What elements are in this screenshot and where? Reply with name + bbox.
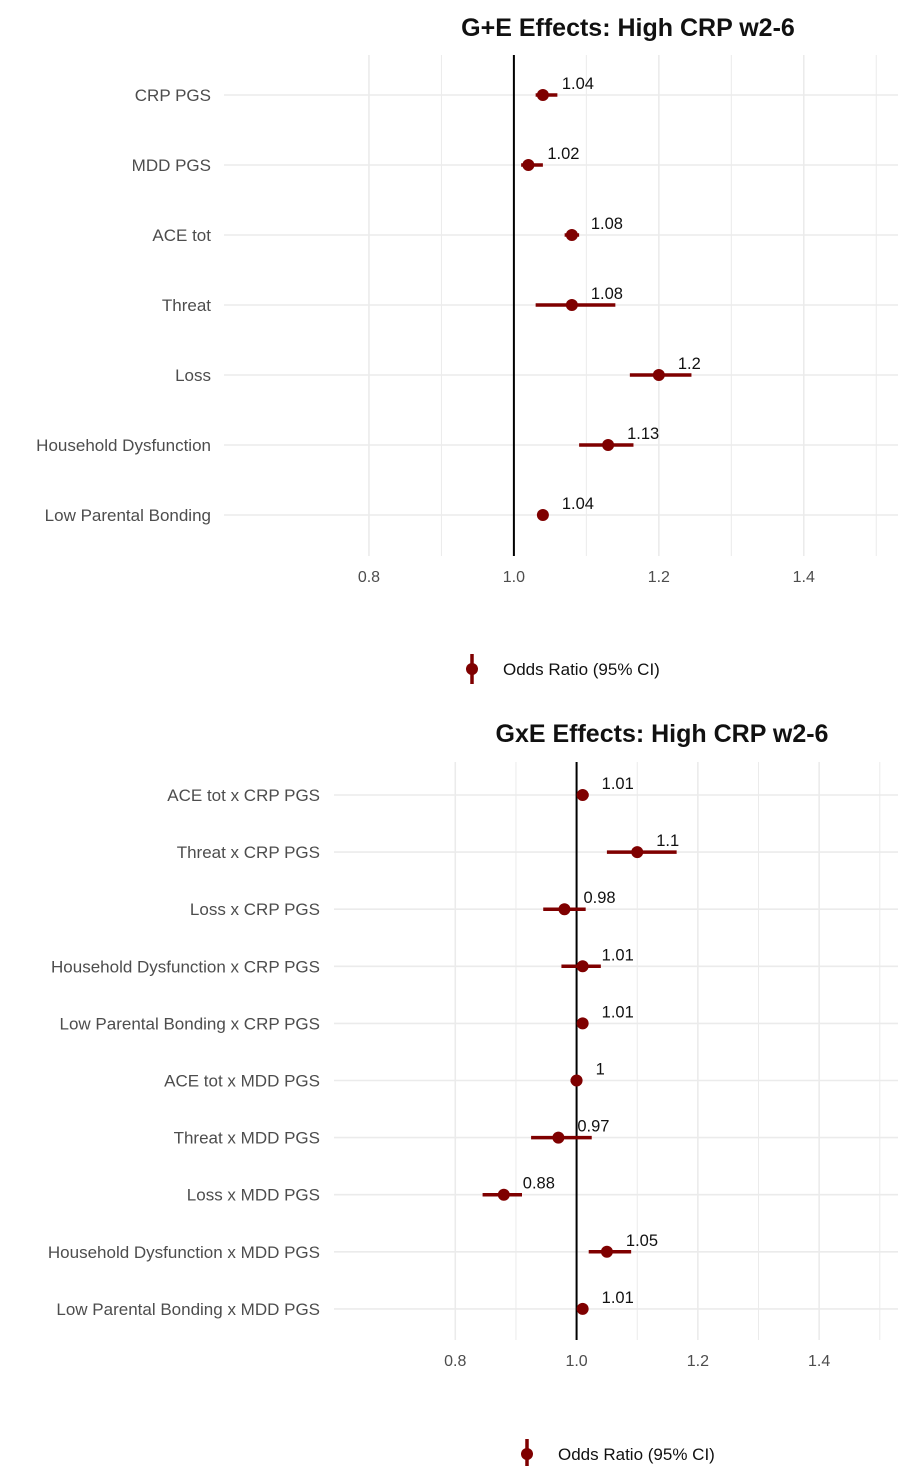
or-value-label: 1.04 <box>562 495 594 513</box>
row-label: Loss <box>175 366 211 385</box>
or-value-label: 1.04 <box>562 75 594 93</box>
row-label: Household Dysfunction x CRP PGS <box>51 957 320 976</box>
row-label: Low Parental Bonding <box>45 506 211 525</box>
row-label: Household Dysfunction <box>36 436 211 455</box>
x-tick-label: 1.4 <box>793 569 815 586</box>
or-point <box>552 1131 565 1144</box>
or-point <box>576 1302 589 1315</box>
or-value-label: 1 <box>596 1061 605 1079</box>
or-point <box>652 369 665 381</box>
or-value-label: 1.08 <box>591 285 623 303</box>
x-tick-label: 0.8 <box>444 1353 466 1370</box>
legend-label: Odds Ratio (95% CI) <box>503 660 660 679</box>
or-point <box>558 903 571 916</box>
row-label: ACE tot x MDD PGS <box>164 1072 320 1091</box>
chart-title: G+E Effects: High CRP w2-6 <box>461 14 795 42</box>
row-label: Loss x CRP PGS <box>190 900 320 919</box>
x-tick-label: 1.2 <box>687 1353 709 1370</box>
row-label: ACE tot <box>152 226 211 245</box>
or-point <box>497 1188 510 1201</box>
x-tick-label: 0.8 <box>358 569 380 586</box>
legend: Odds Ratio (95% CI) <box>521 1439 715 1466</box>
x-tick-label: 1.0 <box>565 1353 587 1370</box>
row-label: Threat <box>162 296 211 315</box>
or-point <box>536 509 549 521</box>
legend-label: Odds Ratio (95% CI) <box>558 1445 715 1464</box>
row-label: ACE tot x CRP PGS <box>167 786 320 805</box>
row-label: Low Parental Bonding x MDD PGS <box>56 1300 320 1319</box>
row-label: Threat x MDD PGS <box>174 1129 320 1148</box>
or-point <box>602 439 615 451</box>
or-point <box>570 1074 583 1087</box>
or-value-label: 1.1 <box>656 832 679 850</box>
row-label: MDD PGS <box>132 156 211 175</box>
chart-title: GxE Effects: High CRP w2-6 <box>496 720 829 748</box>
or-point <box>522 159 535 171</box>
or-point <box>536 89 549 101</box>
row-label: Threat x CRP PGS <box>177 843 320 862</box>
or-value-label: 0.88 <box>523 1175 555 1193</box>
forest-panel-1: 0.8 1.0 1.2 1.4 CRP PGS 1.04 MDD PGS 1.02 ACE to… <box>36 14 898 684</box>
or-point <box>576 1017 589 1030</box>
or-point <box>565 299 578 311</box>
forest-panel-2: 0.8 1.0 1.2 1.4 ACE tot x CRP PGS 1.01 Threat … <box>48 720 898 1466</box>
or-value-label: 1.2 <box>678 355 701 373</box>
or-point <box>631 846 644 859</box>
or-value-label: 1.01 <box>602 1003 634 1021</box>
row-label: CRP PGS <box>135 86 211 105</box>
legend-key-point <box>466 663 478 675</box>
or-value-label: 1.01 <box>602 946 634 964</box>
legend: Odds Ratio (95% CI) <box>466 654 660 684</box>
row-label: Low Parental Bonding x CRP PGS <box>60 1014 321 1033</box>
legend-key-point <box>521 1448 533 1460</box>
or-value-label: 1.02 <box>547 145 579 163</box>
or-value-label: 1.13 <box>627 425 659 443</box>
x-tick-label: 1.0 <box>503 569 525 586</box>
row-label: Loss x MDD PGS <box>187 1186 320 1205</box>
or-value-label: 0.98 <box>583 889 615 907</box>
or-point <box>576 789 589 801</box>
or-value-label: 1.08 <box>591 215 623 233</box>
or-point <box>576 960 589 973</box>
row-label: Household Dysfunction x MDD PGS <box>48 1243 320 1262</box>
or-point <box>600 1245 613 1258</box>
or-value-label: 1.01 <box>602 1289 634 1307</box>
x-tick-label: 1.2 <box>648 569 670 586</box>
or-value-label: 0.97 <box>577 1118 609 1136</box>
or-value-label: 1.05 <box>626 1232 658 1250</box>
x-tick-label: 1.4 <box>808 1353 830 1370</box>
or-point <box>565 229 578 241</box>
or-value-label: 1.01 <box>602 775 634 793</box>
